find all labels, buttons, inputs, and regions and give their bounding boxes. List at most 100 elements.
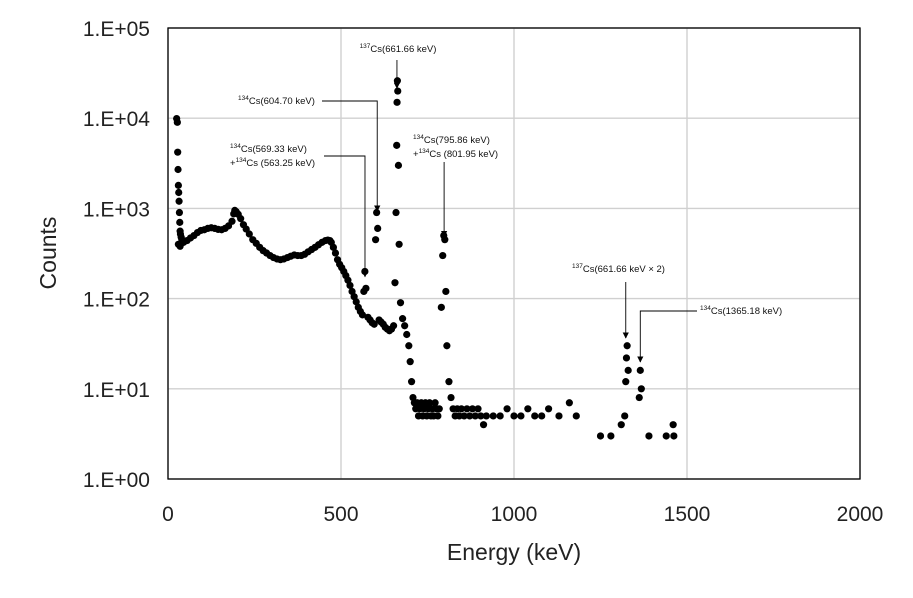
data-point <box>565 399 573 407</box>
data-point <box>406 358 414 366</box>
data-point <box>437 303 445 311</box>
data-point <box>352 298 360 306</box>
data-point <box>517 412 525 420</box>
data-point <box>447 393 455 402</box>
data-point <box>393 141 401 149</box>
data-point <box>617 421 625 429</box>
data-point <box>545 405 553 413</box>
data-point <box>531 412 539 420</box>
annotation-label: 134Cs(795.86 keV) <box>413 134 490 146</box>
data-point <box>362 284 370 292</box>
data-point <box>463 405 471 413</box>
data-point <box>439 251 447 260</box>
y-tick-label: 1.E+05 <box>83 18 150 41</box>
data-point <box>434 412 442 420</box>
data-point <box>466 412 474 420</box>
x-tick-label: 500 <box>323 503 358 526</box>
annotation-label: +134Cs (563.25 keV) <box>230 157 315 169</box>
data-point <box>622 354 631 362</box>
data-point <box>394 87 402 95</box>
data-point <box>245 230 253 238</box>
data-point <box>442 287 450 296</box>
data-point <box>538 412 546 420</box>
annotation-arrow <box>324 155 369 278</box>
data-point <box>443 342 451 350</box>
data-point <box>477 412 485 420</box>
x-tick-label: 0 <box>162 503 174 526</box>
data-point <box>407 378 416 386</box>
data-point <box>373 208 381 217</box>
data-point <box>622 378 630 386</box>
data-point <box>503 405 511 413</box>
x-tick-label: 1000 <box>491 503 538 526</box>
annotation-arrow <box>322 100 381 212</box>
data-point <box>176 218 184 226</box>
data-point <box>645 432 653 440</box>
data-point <box>468 405 477 413</box>
data-point <box>555 412 563 420</box>
data-point <box>524 405 532 413</box>
data-point <box>395 240 403 248</box>
data-point <box>621 412 629 420</box>
data-point <box>372 236 380 244</box>
data-point <box>496 412 504 420</box>
data-point <box>175 188 183 197</box>
y-axis-title: Counts <box>35 217 61 290</box>
annotation-arrow <box>637 310 697 363</box>
data-point <box>624 366 632 374</box>
annotation-label: 137Cs(661.66 keV) <box>360 43 437 55</box>
data-point <box>394 161 403 169</box>
data-point <box>391 279 399 287</box>
annotation-label: 134Cs(1365.18 keV) <box>700 305 782 317</box>
annotation-label: 137Cs(661.66 keV × 2) <box>572 263 665 275</box>
data-point <box>637 385 645 393</box>
y-tick-label: 1.E+00 <box>83 469 150 492</box>
data-point <box>425 399 434 407</box>
x-tick-label: 2000 <box>837 503 884 526</box>
data-point <box>474 405 482 413</box>
data-point <box>173 118 181 126</box>
data-point <box>398 315 407 323</box>
data-point <box>174 148 182 156</box>
x-axis-title: Energy (keV) <box>447 539 581 565</box>
data-point <box>358 311 367 319</box>
data-point <box>572 412 580 420</box>
y-tick-label: 1.E+03 <box>83 198 150 221</box>
y-tick-label: 1.E+04 <box>83 108 150 131</box>
y-axis-ticks: 1.E+00 1.E+01 1.E+02 1.E+03 1.E+04 1.E+05 <box>83 18 150 492</box>
data-point <box>401 322 409 330</box>
data-point <box>636 366 644 374</box>
data-point <box>392 208 400 217</box>
data-point <box>441 236 449 244</box>
data-point <box>479 421 488 429</box>
data-point <box>331 249 340 257</box>
data-point <box>228 217 236 225</box>
data-point <box>389 322 398 330</box>
data-point <box>174 165 182 174</box>
y-tick-label: 1.E+01 <box>83 379 150 402</box>
data-point <box>175 208 184 217</box>
data-point <box>403 330 411 339</box>
data-point <box>445 378 453 386</box>
data-point <box>393 77 401 85</box>
data-point <box>405 342 413 350</box>
data-point <box>431 399 439 407</box>
data-point <box>175 197 183 205</box>
plot-frame <box>167 27 861 480</box>
data-point <box>457 405 466 413</box>
data-point <box>237 215 245 223</box>
data-point <box>669 421 677 429</box>
data-point <box>635 393 643 402</box>
data-point <box>471 412 479 420</box>
data-point <box>510 412 518 420</box>
data-point <box>482 412 490 420</box>
data-point <box>662 432 670 440</box>
data-point <box>174 181 182 189</box>
annotation-label: 134Cs(569.33 keV) <box>230 143 307 155</box>
x-tick-label: 1500 <box>664 503 711 526</box>
data-point <box>346 281 354 290</box>
data-point <box>670 432 678 440</box>
data-point <box>329 243 337 251</box>
data-points <box>173 77 678 440</box>
